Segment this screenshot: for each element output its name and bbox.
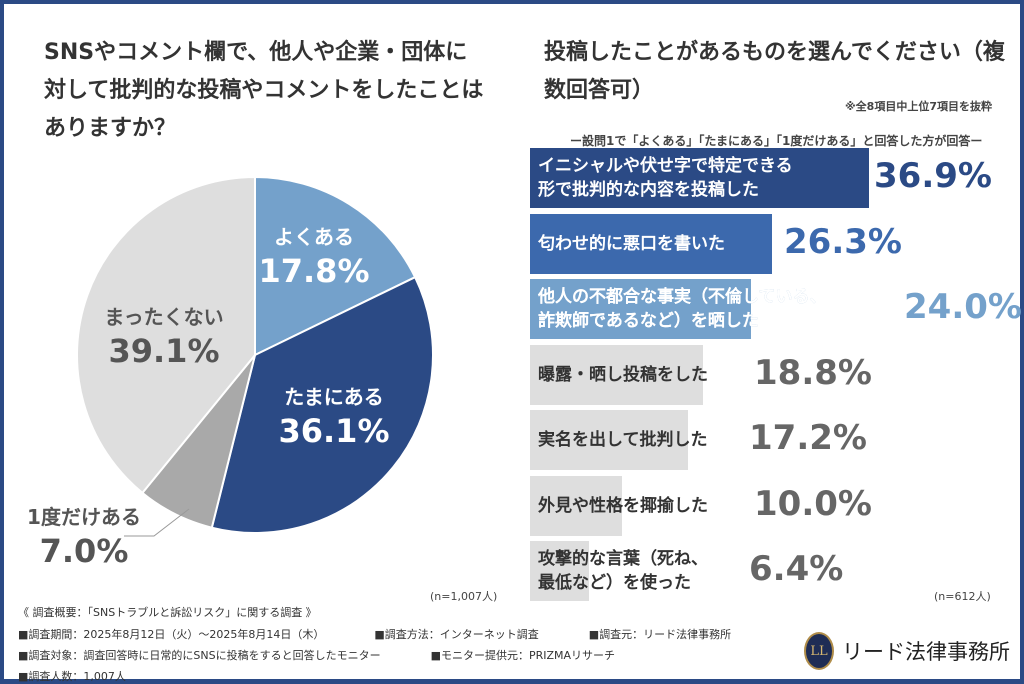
- footer-item: ■調査対象：調査回答時に日常的にSNSに投稿をすると回答したモニター: [18, 649, 381, 662]
- pie-slice: [76, 175, 256, 495]
- bar-category-label: 外見や性格を揶揄した: [538, 495, 708, 516]
- pie-category-label: まったくない: [104, 305, 223, 329]
- footer-line: ■調査人数：1,007人: [18, 668, 176, 684]
- bar-category-label: 攻撃的な言葉（死ね、 最低など）を使った: [538, 549, 708, 593]
- bar-category-label: 他人の不都合な事実（不倫している、 詐欺師であるなど）を晒した: [538, 279, 827, 339]
- leader-line: [124, 508, 190, 537]
- footer-item: ■モニター提供元：PRIZMAリサーチ: [430, 649, 616, 662]
- pie-value-label: 39.1%: [108, 332, 219, 370]
- bar: [530, 475, 622, 536]
- pie-value-label: 36.1%: [278, 412, 389, 450]
- bar-category-label: 匂わせ的に悪口を書いた: [538, 233, 725, 254]
- bar-n: (n=612人): [934, 590, 991, 603]
- bar: [530, 541, 589, 601]
- infographic: SNSやコメント欄で、他人や企業・団体に対して批判的な投稿やコメントをしたことは…: [4, 4, 1022, 683]
- bar: [530, 344, 703, 405]
- pie-category-label: たまにある: [284, 385, 383, 409]
- bar-value-label: 17.2%: [749, 418, 867, 458]
- pie-value-label: 17.8%: [258, 252, 369, 290]
- logo: LL リード法律事務所: [804, 632, 1010, 670]
- bar-subtitle: ー設問1で「よくある」「たまにある」「1度だけある」と回答した方が回答ー: [570, 134, 983, 148]
- bar: [530, 279, 751, 339]
- logo-name: リード法律事務所: [842, 640, 1010, 664]
- pie-chart: よくある 17.8% たまにある 36.1% 1度だけある 7.0% まったくない 39.1%: [27, 175, 434, 570]
- bar-value-label: 36.9%: [874, 156, 992, 196]
- footer-item: ■調査元：リード法律事務所: [588, 628, 732, 641]
- bar: [530, 148, 870, 208]
- bar-value-label: 18.8%: [754, 352, 872, 393]
- bar-value-label: 10.0%: [754, 483, 872, 524]
- bar-value-label: 26.3%: [784, 221, 902, 262]
- footer-line: ■調査対象：調査回答時に日常的にSNSに投稿をすると回答したモニター ■モニター提…: [18, 647, 665, 663]
- footer-item: ■調査方法：インターネット調査: [374, 628, 539, 641]
- footer-item: ■調査人数：1,007人: [18, 670, 126, 683]
- bar-note: ※全8項目中上位7項目を抜粋: [844, 100, 992, 113]
- bar-value-label: 6.4%: [749, 549, 844, 589]
- pie-n: (n=1,007人): [430, 590, 498, 603]
- pie-slice: [210, 275, 434, 535]
- bar: [530, 213, 772, 274]
- pie-category-label: 1度だけある: [27, 505, 141, 529]
- pie-value-label: 7.0%: [40, 532, 129, 570]
- bar-question: 投稿したことがあるものを選んでください（複数回答可）: [544, 40, 1005, 103]
- bar-category-label: 曝露・晒し投稿をした: [538, 364, 708, 385]
- footer-item: ■調査期間：2025年8月12日（火）～2025年8月14日（木）: [18, 628, 325, 641]
- bar-category-label: 実名を出して批判した: [538, 430, 708, 450]
- pie-slice: [254, 175, 417, 357]
- footer-line: ■調査期間：2025年8月12日（火）～2025年8月14日（木） ■調査方法：イ…: [18, 626, 781, 642]
- bar-value-label: 24.0%: [904, 287, 1022, 327]
- footer-heading: 《 調査概要：「SNSトラブルと訴訟リスク」に関する調査 》: [18, 606, 317, 619]
- bar: [530, 410, 689, 470]
- bar-category-label: イニシャルや伏せ字で特定できる 形で批判的な内容を投稿した: [538, 156, 793, 200]
- pie-question: SNSやコメント欄で、他人や企業・団体に対して批判的な投稿やコメントをしたことは…: [44, 40, 484, 141]
- pie-category-label: よくある: [274, 225, 354, 249]
- logo-mark: LL: [804, 632, 834, 670]
